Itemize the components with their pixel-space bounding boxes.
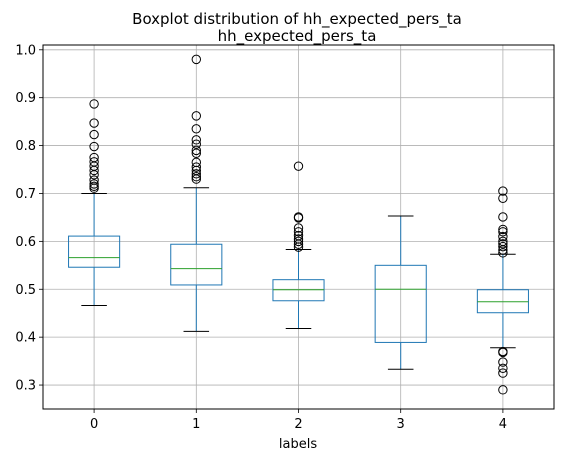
outlier-point [191, 148, 202, 158]
y-tick-label: 0.6 [15, 235, 36, 250]
outlier-point [498, 193, 508, 203]
outlier-point [89, 99, 99, 109]
outlier-point [498, 224, 508, 235]
boxes-layer [68, 54, 529, 395]
iqr-box [170, 243, 223, 286]
outlier-point [191, 145, 202, 156]
outlier-point [89, 118, 99, 128]
x-tick-label: 3 [397, 417, 405, 432]
x-axis-label: labels [279, 437, 317, 452]
chart-suptitle: Boxplot distribution of hh_expected_pers… [132, 10, 462, 29]
outlier-point [498, 385, 508, 395]
outlier-point [498, 231, 508, 242]
outlier-point [293, 227, 304, 237]
outlier-point [89, 141, 99, 152]
outlier-point [498, 368, 508, 378]
outlier-point [498, 186, 508, 196]
y-tick-label: 0.5 [15, 283, 36, 298]
outlier-point [293, 242, 304, 252]
outlier-point [498, 212, 508, 222]
outlier-point [191, 124, 202, 134]
chart-title: hh_expected_pers_ta [218, 27, 377, 46]
box-group-0 [68, 99, 121, 307]
outlier-point [498, 347, 508, 358]
box-group-4 [476, 186, 529, 395]
outlier-point [293, 239, 304, 249]
outlier-point [498, 241, 508, 252]
outlier-point [293, 223, 304, 233]
iqr-box [68, 235, 121, 268]
outlier-point [498, 363, 508, 373]
outlier-point [498, 245, 508, 255]
outlier-point [191, 169, 202, 179]
y-tick-label: 0.7 [15, 187, 36, 202]
box-group-2 [272, 161, 325, 330]
outlier-point [191, 135, 202, 145]
outlier-point [293, 161, 304, 171]
y-ticks: 0.3 0.4 0.5 0.6 0.7 0.8 0.9 1.0 [15, 43, 43, 394]
outlier-point [89, 165, 99, 176]
outlier-point [191, 162, 202, 172]
x-tick-label: 0 [90, 417, 98, 432]
y-tick-label: 0.3 [15, 379, 36, 394]
outlier-point [498, 239, 508, 249]
outlier-point [89, 170, 99, 180]
outlier-point [293, 213, 304, 223]
y-tick-label: 0.4 [15, 331, 36, 346]
x-tick-label: 4 [499, 417, 507, 432]
outlier-point [293, 236, 304, 247]
outlier-point [191, 172, 202, 182]
y-tick-label: 0.8 [15, 139, 36, 154]
iqr-box [374, 264, 427, 343]
outlier-point [191, 139, 202, 149]
x-tick-label: 1 [192, 417, 200, 432]
box-group-1 [170, 54, 223, 332]
x-ticks: 0 1 2 3 4 [90, 409, 507, 432]
box-group-3 [374, 215, 427, 370]
outlier-point [498, 357, 508, 367]
outlier-point [89, 129, 99, 140]
outlier-point [191, 54, 202, 65]
outlier-point [498, 248, 508, 258]
x-tick-label: 2 [294, 417, 302, 432]
y-tick-label: 0.9 [15, 91, 36, 106]
outlier-point [89, 179, 99, 189]
outlier-point [191, 174, 202, 184]
outlier-point [498, 227, 508, 237]
outlier-point [89, 183, 99, 193]
outlier-point [191, 111, 202, 121]
y-tick-label: 1.0 [15, 43, 36, 58]
